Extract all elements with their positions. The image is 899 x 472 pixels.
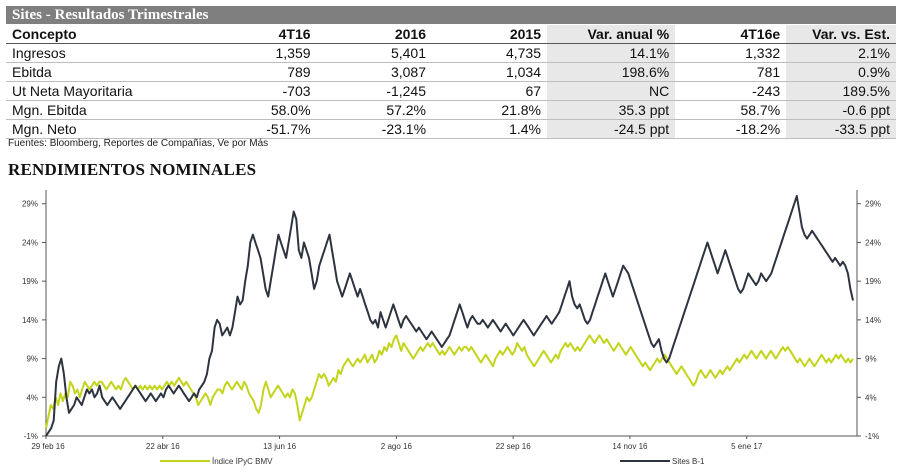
table-cell: 21.8%: [432, 100, 548, 120]
series-line--ndice-ipyc-bmv: [45, 334, 854, 429]
table-cell: 2.1%: [786, 43, 896, 63]
section-title: RENDIMIENTOS NOMINALES: [8, 160, 257, 179]
y-tick-label-left: 29%: [22, 200, 38, 209]
table-cell: Ut Neta Mayoritaria: [6, 81, 211, 101]
table-row: Ingresos 1,359 5,401 4,735 14.1% 1,332 2.1%: [6, 43, 896, 63]
table-cell: 781: [675, 62, 787, 82]
table-row: Ebitda 789 3,087 1,034 198.6% 781 0.9%: [6, 62, 896, 82]
x-tick-label: 29 feb 16: [31, 442, 65, 451]
column-header: Var. vs. Est.: [786, 25, 896, 44]
table-cell: 198.6%: [547, 62, 676, 82]
table-cell: -1,245: [316, 81, 433, 101]
table-cell: 67: [432, 81, 548, 101]
table-cell: 14.1%: [547, 43, 676, 63]
x-tick-label: 2 ago 16: [381, 442, 413, 451]
y-tick-label-right: 4%: [865, 393, 877, 402]
returns-chart: -1% -1% 4% 4% 9% 9% 14% 14% 19% 19% 24% 24% 29% 29% 29…: [22, 190, 881, 466]
table-cell: -18.2%: [675, 119, 787, 139]
legend-label: Sites B-1: [672, 457, 705, 466]
table-cell: -703: [210, 81, 317, 101]
y-tick-label-left: 19%: [22, 277, 38, 286]
y-tick-label-right: 24%: [865, 238, 881, 247]
table-cell: Mgn. Ebitda: [6, 100, 211, 120]
column-header: Var. anual %: [547, 25, 676, 44]
table-row: Mgn. Ebitda 58.0% 57.2% 21.8% 35.3 ppt 58.7% -…: [6, 100, 896, 120]
column-header: 2015: [432, 25, 548, 44]
y-tick-label-right: 14%: [865, 316, 881, 325]
table-title: Sites - Resultados Trimestrales: [6, 6, 896, 24]
column-header: 2016: [316, 25, 433, 44]
table-cell: -0.6 ppt: [786, 100, 896, 120]
table-cell: Ebitda: [6, 62, 211, 82]
y-tick-label-left: 9%: [26, 355, 38, 364]
y-tick-label-right: 29%: [865, 200, 881, 209]
table-row: Mgn. Neto -51.7% -23.1% 1.4% -24.5 ppt -18.2%…: [6, 119, 896, 139]
table-cell: -243: [675, 81, 787, 101]
y-tick-label-left: 14%: [22, 316, 38, 325]
x-tick-label: 14 nov 16: [612, 442, 648, 451]
table-cell: 1.4%: [432, 119, 548, 139]
table-cell: 3,087: [316, 62, 433, 82]
x-tick-label: 13 jun 16: [263, 442, 296, 451]
results-table: Concepto 4T16 2016 2015 Var. anual % 4T16e Var…: [6, 25, 896, 139]
sources-note: Fuentes: Bloomberg, Reportes de Compañía…: [8, 138, 269, 149]
table-cell: NC: [547, 81, 676, 101]
table-cell: 35.3 ppt: [547, 100, 676, 120]
table-cell: 0.9%: [786, 62, 896, 82]
y-tick-label-left: -1%: [24, 432, 38, 441]
table-cell: Ingresos: [6, 43, 211, 63]
x-tick-label: 22 abr 16: [146, 442, 180, 451]
table-cell: 1,332: [675, 43, 787, 63]
series-line-sites-b-1: [45, 195, 854, 437]
y-tick-label-left: 24%: [22, 238, 38, 247]
y-tick-label-right: -1%: [865, 432, 879, 441]
legend-label: Índice IPyC BMV: [212, 457, 273, 466]
table-cell: 1,359: [210, 43, 317, 63]
table-cell: 789: [210, 62, 317, 82]
table-cell: 4,735: [432, 43, 548, 63]
x-tick-label: 22 sep 16: [496, 442, 532, 451]
table-cell: 58.7%: [675, 100, 787, 120]
table-cell: -33.5 ppt: [786, 119, 896, 139]
table-cell: 5,401: [316, 43, 433, 63]
table-cell: -24.5 ppt: [547, 119, 676, 139]
table-cell: 58.0%: [210, 100, 317, 120]
table-cell: Mgn. Neto: [6, 119, 211, 139]
y-tick-label-right: 9%: [865, 355, 877, 364]
x-tick-label: 5 ene 17: [731, 442, 763, 451]
table-cell: 189.5%: [786, 81, 896, 101]
table-cell: -51.7%: [210, 119, 317, 139]
table-cell: -23.1%: [316, 119, 433, 139]
column-header: 4T16: [210, 25, 317, 44]
column-header: 4T16e: [675, 25, 787, 44]
table-cell: 1,034: [432, 62, 548, 82]
y-tick-label-left: 4%: [26, 393, 38, 402]
table-cell: 57.2%: [316, 100, 433, 120]
table-row: Ut Neta Mayoritaria -703 -1,245 67 NC -243 189…: [6, 81, 896, 101]
y-tick-label-right: 19%: [865, 277, 881, 286]
column-header: Concepto: [6, 25, 211, 44]
table-header-row: Concepto 4T16 2016 2015 Var. anual % 4T16e Var…: [6, 25, 896, 44]
